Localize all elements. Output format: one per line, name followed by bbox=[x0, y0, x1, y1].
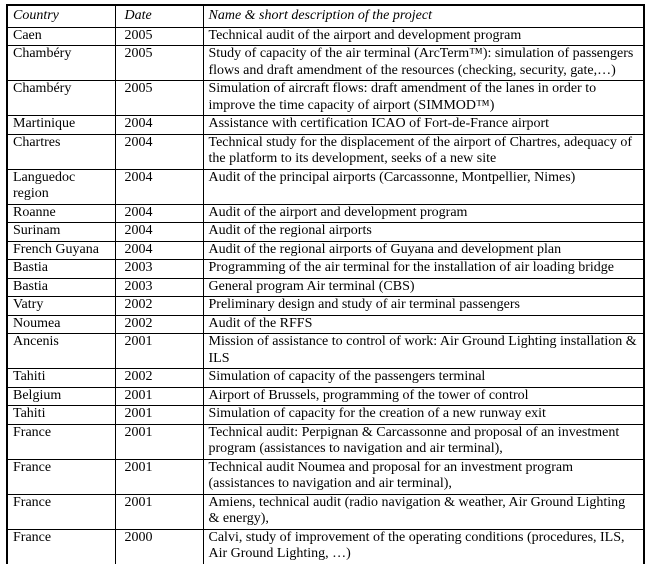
country-cell: France bbox=[6, 423, 116, 460]
country-cell: Tahiti bbox=[6, 405, 116, 425]
table-header: Country Date Name & short description of… bbox=[6, 4, 645, 28]
country-cell: French Guyana bbox=[6, 240, 116, 260]
table-row: French Guyana 2004 Audit of the regional a… bbox=[6, 240, 645, 260]
country-cell: Surinam bbox=[6, 222, 116, 242]
description-cell: Preliminary design and study of air term… bbox=[202, 296, 645, 316]
date-cell: 2001 bbox=[114, 493, 204, 530]
country-cell: Ancenis bbox=[6, 333, 116, 369]
country-cell: Vatry bbox=[6, 296, 116, 316]
country-cell: Chambéry bbox=[6, 45, 116, 81]
date-cell: 2004 bbox=[114, 222, 204, 242]
date-cell: 2001 bbox=[114, 458, 204, 495]
date-cell: 2003 bbox=[114, 259, 204, 279]
description-cell: Audit of the RFFS bbox=[202, 314, 645, 334]
description-cell: Airport of Brussels, programming of the … bbox=[202, 386, 645, 406]
country-cell: Languedoc region bbox=[6, 168, 116, 205]
description-cell: Technical audit: Perpignan & Carcassonne… bbox=[202, 423, 645, 460]
table-row: France 2001 Technical audit Noumea and pro… bbox=[6, 458, 645, 495]
country-cell: Bastia bbox=[6, 259, 116, 279]
date-cell: 2000 bbox=[114, 528, 204, 564]
country-cell: Tahiti bbox=[6, 368, 116, 388]
table-row: Languedoc region 2004 Audit of the princip… bbox=[6, 168, 645, 205]
description-cell: General program Air terminal (CBS) bbox=[202, 277, 645, 297]
country-cell: Chambéry bbox=[6, 80, 116, 116]
description-cell: Study of capacity of the air terminal (A… bbox=[202, 45, 645, 81]
table-row: Tahiti 2002 Simulation of capacity of the … bbox=[6, 368, 645, 388]
table-row: Vatry 2002 Preliminary design and study of… bbox=[6, 296, 645, 316]
table-row: Surinam 2004 Audit of the regional airport… bbox=[6, 222, 645, 242]
date-cell: 2005 bbox=[114, 80, 204, 116]
date-cell: 2002 bbox=[114, 314, 204, 334]
country-cell: Martinique bbox=[6, 115, 116, 135]
date-cell: 2004 bbox=[114, 240, 204, 260]
country-cell: Noumea bbox=[6, 314, 116, 334]
country-cell: Belgium bbox=[6, 386, 116, 406]
date-cell: 2001 bbox=[114, 405, 204, 425]
date-cell: 2003 bbox=[114, 277, 204, 297]
country-cell: Roanne bbox=[6, 203, 116, 223]
table-row: France 2000 Calvi, study of improvement of… bbox=[6, 528, 645, 564]
description-cell: Assistance with certification ICAO of Fo… bbox=[202, 115, 645, 135]
description-cell: Simulation of capacity of the passengers… bbox=[202, 368, 645, 388]
table-row: France 2001 Technical audit: Perpignan & C… bbox=[6, 423, 645, 460]
table-row: Belgium 2001 Airport of Brussels, programm… bbox=[6, 386, 645, 406]
table-row: Ancenis 2001 Mission of assistance to cont… bbox=[6, 333, 645, 369]
table-row: Caen 2005 Technical audit of the airport a… bbox=[6, 26, 645, 46]
description-cell: Audit of the principal airports (Carcass… bbox=[202, 168, 645, 205]
projects-table: Country Date Name & short description of… bbox=[6, 4, 645, 564]
date-cell: 2004 bbox=[114, 115, 204, 135]
date-cell: 2004 bbox=[114, 168, 204, 205]
table-row: Bastia 2003 General program Air terminal (… bbox=[6, 277, 645, 297]
description-cell: Technical study for the displacement of … bbox=[202, 133, 645, 170]
date-cell: 2005 bbox=[114, 45, 204, 81]
description-cell: Programming of the air terminal for the … bbox=[202, 259, 645, 279]
table-row: France 2001 Amiens, technical audit (radio… bbox=[6, 493, 645, 530]
column-header-date: Date bbox=[114, 4, 204, 28]
description-cell: Technical audit of the airport and devel… bbox=[202, 26, 645, 46]
table-row: Martinique 2004 Assistance with certificat… bbox=[6, 115, 645, 135]
date-cell: 2001 bbox=[114, 423, 204, 460]
description-cell: Audit of the regional airports bbox=[202, 222, 645, 242]
description-cell: Simulation of aircraft flows: draft amen… bbox=[202, 80, 645, 116]
country-cell: France bbox=[6, 458, 116, 495]
table-row: Roanne 2004 Audit of the airport and devel… bbox=[6, 203, 645, 223]
description-cell: Mission of assistance to control of work… bbox=[202, 333, 645, 369]
date-cell: 2002 bbox=[114, 296, 204, 316]
date-cell: 2001 bbox=[114, 386, 204, 406]
country-cell: Bastia bbox=[6, 277, 116, 297]
header-row: Country Date Name & short description of… bbox=[6, 4, 645, 28]
table-row: Noumea 2002 Audit of the RFFS bbox=[6, 314, 645, 334]
date-cell: 2004 bbox=[114, 203, 204, 223]
table-row: Chartres 2004 Technical study for the disp… bbox=[6, 133, 645, 170]
column-header-country: Country bbox=[6, 4, 116, 28]
description-cell: Amiens, technical audit (radio navigatio… bbox=[202, 493, 645, 530]
column-header-description: Name & short description of the project bbox=[202, 4, 645, 28]
table-row: Bastia 2003 Programming of the air termina… bbox=[6, 259, 645, 279]
table-row: Tahiti 2001 Simulation of capacity for the… bbox=[6, 405, 645, 425]
date-cell: 2005 bbox=[114, 26, 204, 46]
country-cell: Chartres bbox=[6, 133, 116, 170]
table-body: Caen 2005 Technical audit of the airport a… bbox=[6, 26, 645, 564]
country-cell: France bbox=[6, 528, 116, 564]
country-cell: Caen bbox=[6, 26, 116, 46]
description-cell: Technical audit Noumea and proposal for … bbox=[202, 458, 645, 495]
description-cell: Audit of the airport and development pro… bbox=[202, 203, 645, 223]
date-cell: 2002 bbox=[114, 368, 204, 388]
date-cell: 2001 bbox=[114, 333, 204, 369]
table-row: Chambéry 2005 Study of capacity of the air… bbox=[6, 45, 645, 81]
country-cell: France bbox=[6, 493, 116, 530]
table-row: Chambéry 2005 Simulation of aircraft flows… bbox=[6, 80, 645, 116]
date-cell: 2004 bbox=[114, 133, 204, 170]
description-cell: Audit of the regional airports of Guyana… bbox=[202, 240, 645, 260]
description-cell: Simulation of capacity for the creation … bbox=[202, 405, 645, 425]
description-cell: Calvi, study of improvement of the opera… bbox=[202, 528, 645, 564]
